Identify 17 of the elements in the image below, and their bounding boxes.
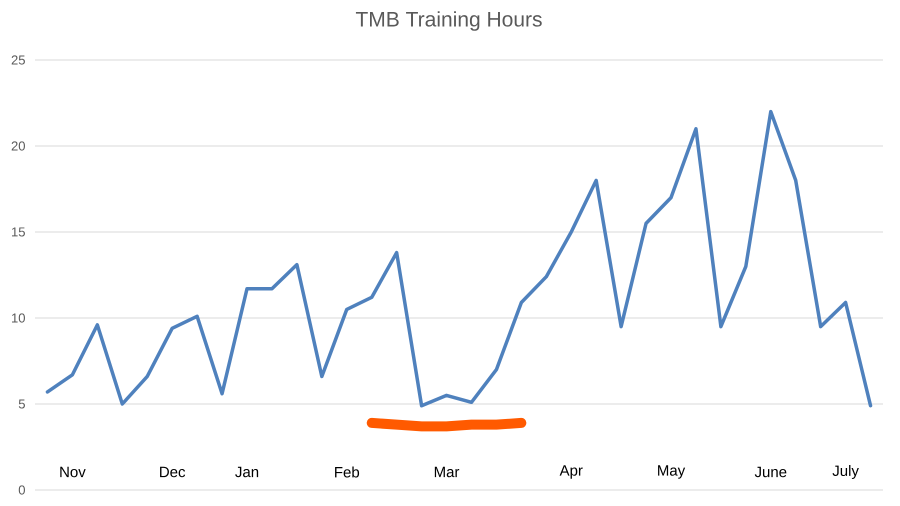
y-tick-label: 20 [12, 141, 25, 151]
x-tick-label: Jan [235, 466, 258, 478]
y-tick-label: 5 [18, 399, 25, 409]
chart-title: TMB Training Hours [356, 11, 542, 31]
x-tick-label: July [832, 465, 859, 479]
y-tick-label: 0 [18, 485, 25, 495]
line-series [46, 110, 872, 408]
x-tick-label: June [754, 466, 786, 478]
y-tick-label: 25 [12, 55, 25, 65]
x-tick-label: Dec [160, 466, 186, 478]
y-tick-label: 15 [12, 227, 25, 237]
y-tick-label: 10 [12, 313, 25, 323]
x-tick-label: Mar [434, 466, 460, 478]
x-tick-label: Apr [560, 465, 583, 479]
x-tick-label: Nov [60, 466, 86, 478]
x-tick-label: Feb [335, 466, 360, 478]
x-tick-label: May [658, 465, 686, 479]
